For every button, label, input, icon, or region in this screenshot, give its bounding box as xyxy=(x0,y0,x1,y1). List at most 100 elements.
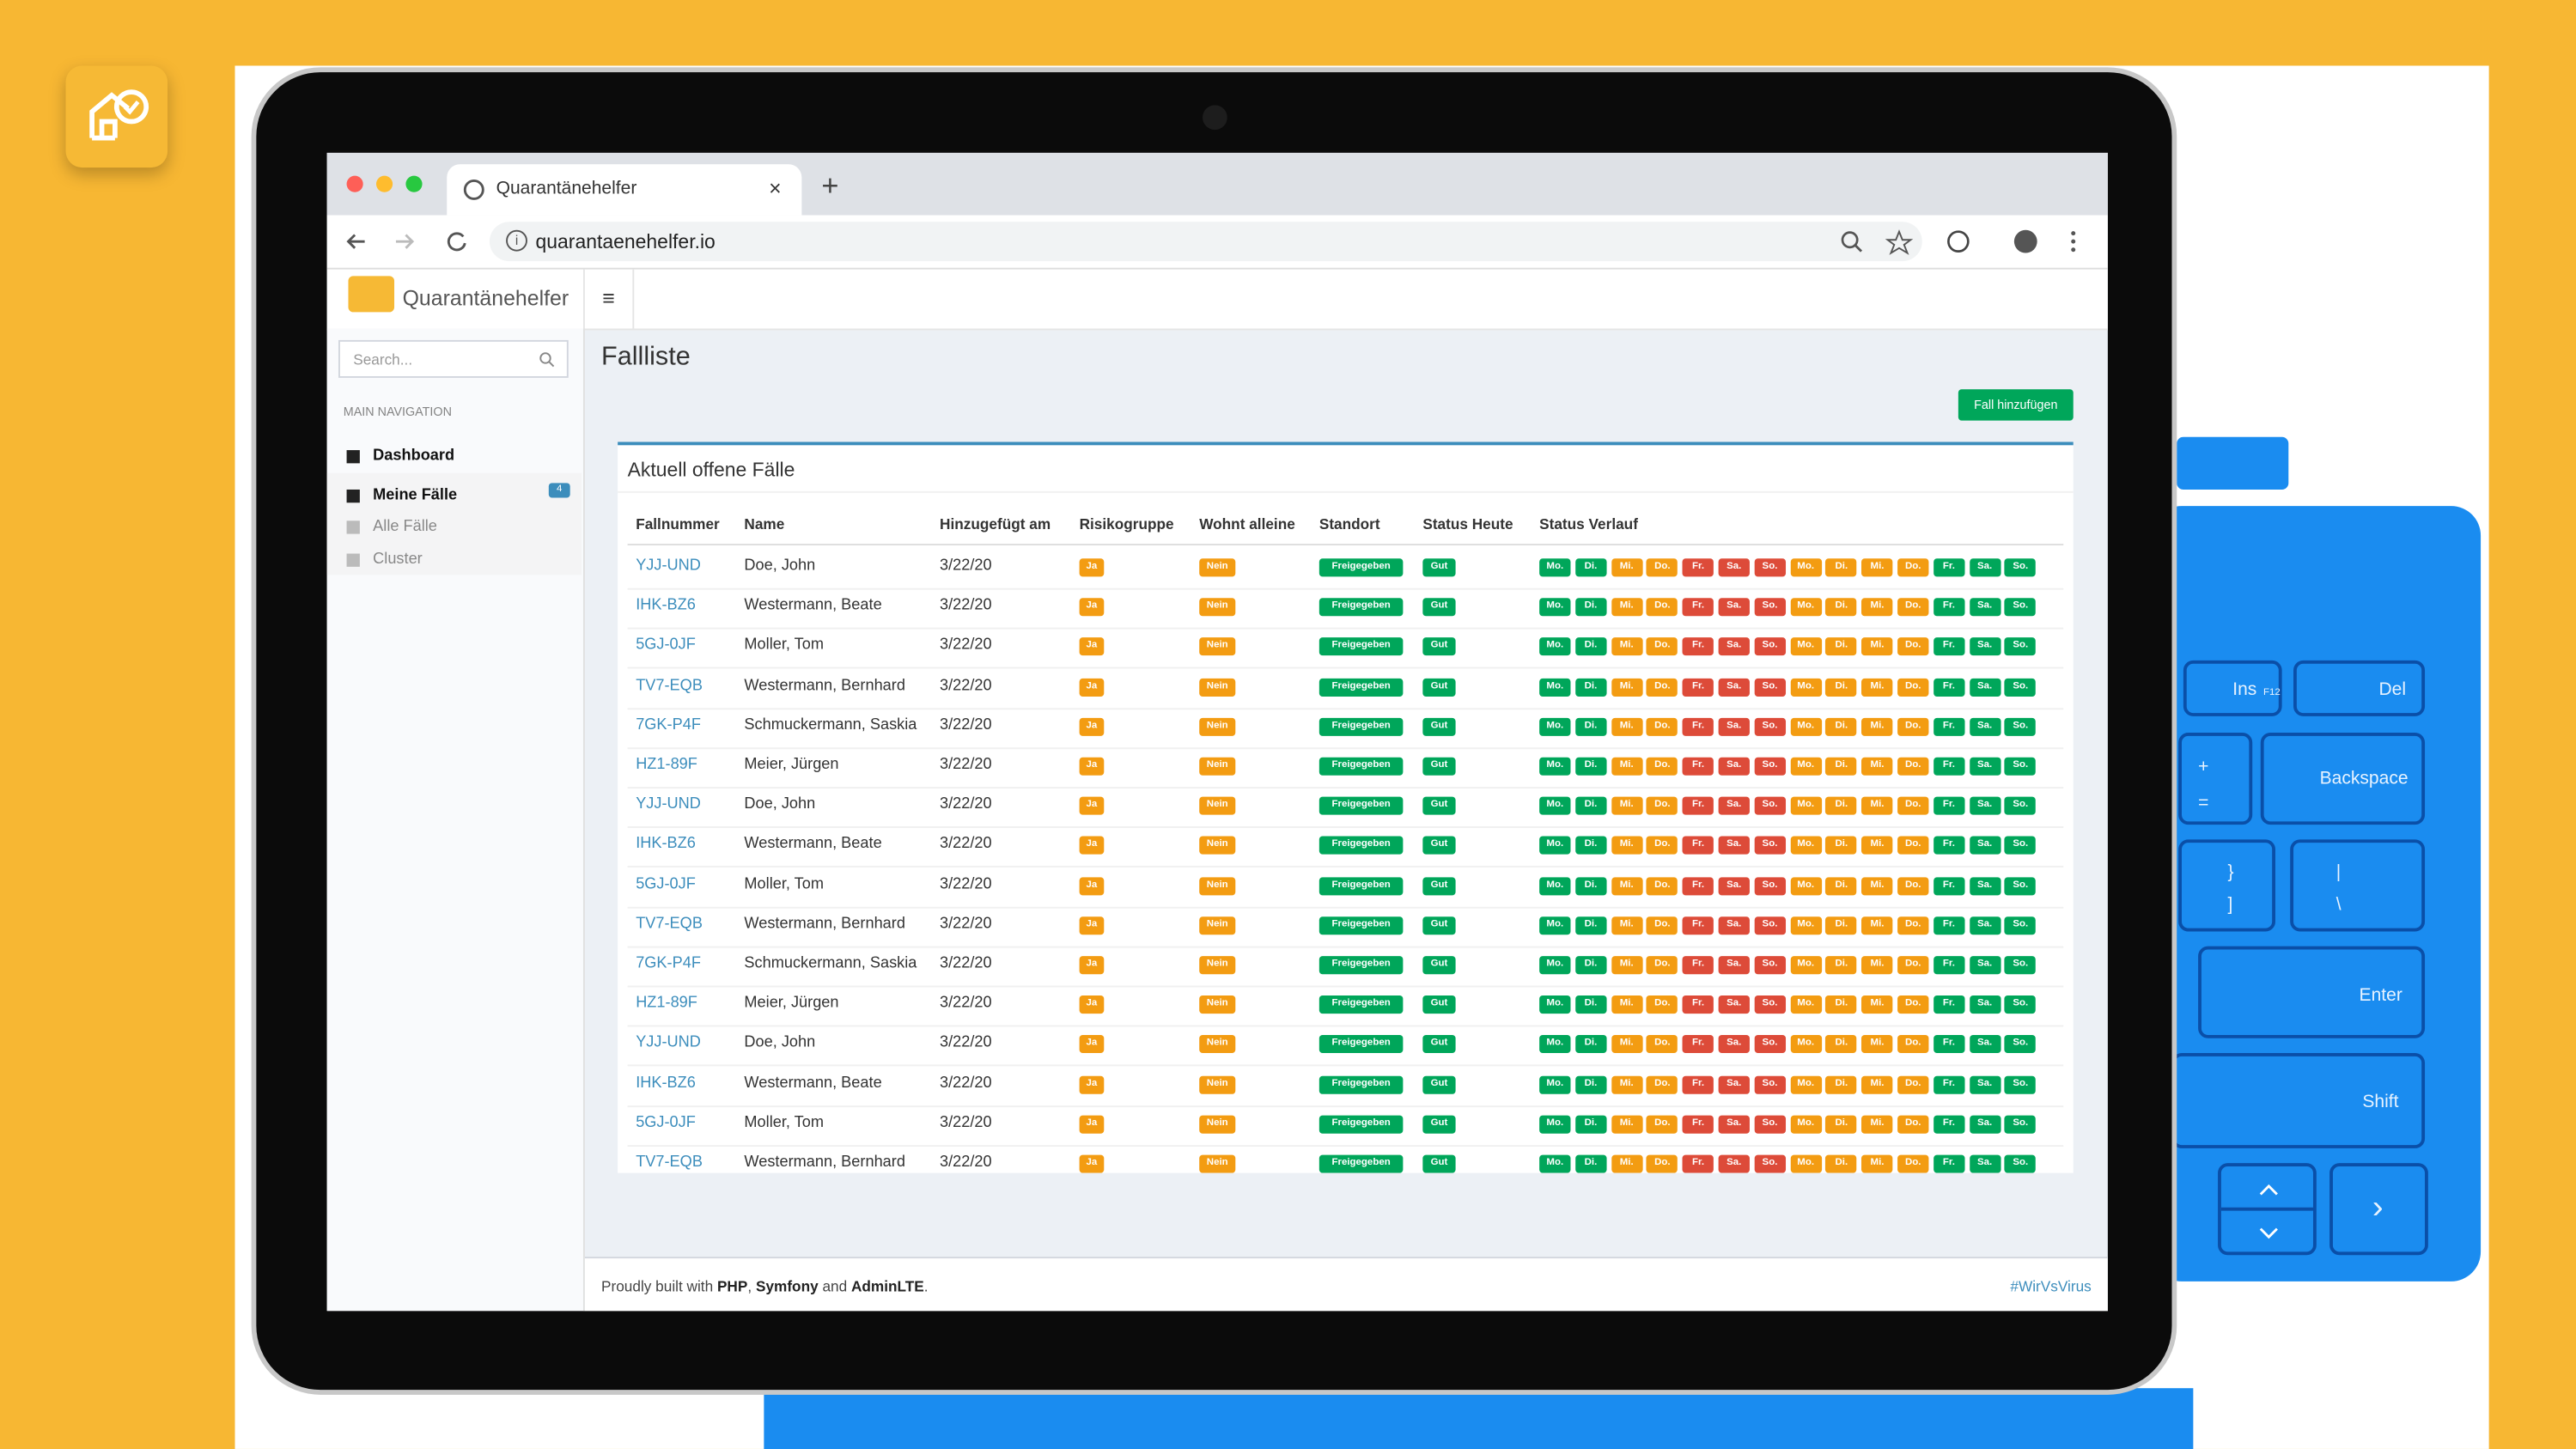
case-date: 3/22/20 xyxy=(940,1074,992,1093)
brand-logo xyxy=(348,276,395,313)
nav-buttons[interactable] xyxy=(344,228,475,255)
hashtag[interactable]: #WirVsVirus xyxy=(2010,1278,2092,1295)
url-field[interactable]: i quarantaenehelfer.io xyxy=(489,222,1922,262)
history-badge: So. xyxy=(1754,678,1786,697)
case-id[interactable]: 7GK-P4F xyxy=(636,954,701,973)
history-badge: So. xyxy=(2005,598,2037,617)
case-id[interactable]: TV7-EQB xyxy=(636,676,703,695)
footer-part: . xyxy=(923,1278,929,1295)
status-badge: Ja xyxy=(1079,637,1105,656)
history-badge: So. xyxy=(2005,876,2037,895)
case-id[interactable]: HZ1-89F xyxy=(636,755,697,774)
key-enter: Enter xyxy=(2198,946,2426,1038)
row-rule xyxy=(627,866,2064,868)
add-button[interactable]: Fall hinzufügen xyxy=(1958,389,2074,421)
status-badge: Ja xyxy=(1079,717,1105,736)
case-id[interactable]: 5GJ-0JF xyxy=(636,1113,696,1132)
brand[interactable]: Quarantänehelfer xyxy=(402,285,569,311)
history-badge: Di. xyxy=(1825,837,1858,855)
tab[interactable]: Quarantänehelfer × xyxy=(447,164,802,216)
status-badge: Freigegeben xyxy=(1318,1154,1404,1173)
case-date: 3/22/20 xyxy=(940,755,992,774)
app-icon-glyph xyxy=(89,89,149,141)
history-badge: So. xyxy=(1754,1075,1786,1094)
history-badge: Mo. xyxy=(1539,995,1571,1014)
column-header: Standort xyxy=(1318,515,1380,533)
status-badge: Ja xyxy=(1079,916,1105,935)
status-badge: Gut xyxy=(1422,678,1456,697)
search[interactable]: Search... xyxy=(338,339,569,378)
history-badge: Fr. xyxy=(1933,598,1965,617)
url: quarantaenehelfer.io xyxy=(535,229,716,253)
history-badge: Fr. xyxy=(1933,717,1965,736)
case-id[interactable]: 5GJ-0JF xyxy=(636,874,696,893)
history-badge: Di. xyxy=(1825,717,1858,736)
nav-badge: 4 xyxy=(548,483,570,498)
nav-item[interactable]: Dashboard xyxy=(373,447,455,466)
nav-item[interactable]: Meine Fälle xyxy=(373,486,458,505)
nav-icon xyxy=(346,450,360,464)
history-badge: Fr. xyxy=(1933,1035,1965,1054)
status-badge: Ja xyxy=(1079,956,1105,975)
history-badge: So. xyxy=(1754,956,1786,975)
new-tab[interactable]: + xyxy=(821,169,839,203)
case-id[interactable]: 5GJ-0JF xyxy=(636,636,696,654)
case-name: Schmuckermann, Saskia xyxy=(744,715,917,734)
history-badge: So. xyxy=(2005,558,2037,577)
history-badge: Sa. xyxy=(1718,1115,1750,1134)
window-minimize[interactable] xyxy=(375,175,393,192)
history-badge: Mi. xyxy=(1611,757,1642,776)
history-badge: Mo. xyxy=(1789,757,1822,776)
nav-item[interactable]: Alle Fälle xyxy=(373,517,437,536)
case-id[interactable]: HZ1-89F xyxy=(636,994,697,1013)
case-id[interactable]: IHK-BZ6 xyxy=(636,1074,696,1093)
case-date: 3/22/20 xyxy=(940,715,992,734)
status-badge: Nein xyxy=(1199,757,1236,776)
case-id[interactable]: TV7-EQB xyxy=(636,1153,703,1172)
history-badge: Mo. xyxy=(1539,876,1571,895)
box: Aktuell offene Fälle Fallnummer Name Hinzu… xyxy=(618,441,2074,1173)
history-badge: Mi. xyxy=(1611,876,1642,895)
case-id[interactable]: YJJ-UND xyxy=(636,1033,701,1052)
history-badge: Sa. xyxy=(1718,876,1750,895)
nav-item[interactable]: Cluster xyxy=(373,550,423,569)
history-badge: So. xyxy=(1754,1115,1786,1134)
history-badge: Di. xyxy=(1825,1035,1858,1054)
history-badge: Do. xyxy=(1647,956,1678,975)
status-badge: Gut xyxy=(1422,1075,1456,1094)
case-id[interactable]: IHK-BZ6 xyxy=(636,835,696,854)
history-badge: Mi. xyxy=(1611,558,1642,577)
history-badge: Fr. xyxy=(1682,717,1714,736)
case-id[interactable]: IHK-BZ6 xyxy=(636,596,696,615)
case-id[interactable]: YJJ-UND xyxy=(636,557,701,575)
history-badge: Di. xyxy=(1825,796,1858,816)
history-badge: So. xyxy=(1754,558,1786,577)
history-badge: Sa. xyxy=(1969,558,2001,577)
case-id[interactable]: TV7-EQB xyxy=(636,914,703,933)
status-badge: Ja xyxy=(1079,1035,1105,1054)
history-badge: Mi. xyxy=(1861,876,1893,895)
history-badge: Mo. xyxy=(1789,717,1822,736)
toolbar-icons[interactable] xyxy=(1838,228,2101,258)
window-close[interactable] xyxy=(346,175,363,192)
history-badge: Di. xyxy=(1825,598,1858,617)
key-right: › xyxy=(2329,1163,2428,1256)
history-badge: Di. xyxy=(1825,956,1858,975)
history-badge: Di. xyxy=(1574,916,1607,935)
history-badge: Di. xyxy=(1574,796,1607,816)
history-badge: So. xyxy=(2005,837,2037,855)
window-zoom[interactable] xyxy=(405,175,423,192)
column-header: Status Verlauf xyxy=(1539,515,1638,533)
case-date: 3/22/20 xyxy=(940,795,992,814)
menu-toggle[interactable]: ≡ xyxy=(582,269,635,329)
row-rule xyxy=(627,746,2064,749)
case-id[interactable]: YJJ-UND xyxy=(636,795,701,814)
tab-close[interactable]: × xyxy=(769,175,782,201)
nav-icon xyxy=(346,521,360,534)
history-badge: Di. xyxy=(1574,1115,1607,1134)
case-id[interactable]: 7GK-P4F xyxy=(636,715,701,734)
history-badge: Sa. xyxy=(1718,637,1750,656)
history-badge: Mi. xyxy=(1611,1115,1642,1134)
status-badge: Gut xyxy=(1422,1154,1456,1173)
history-badge: Fr. xyxy=(1682,796,1714,816)
